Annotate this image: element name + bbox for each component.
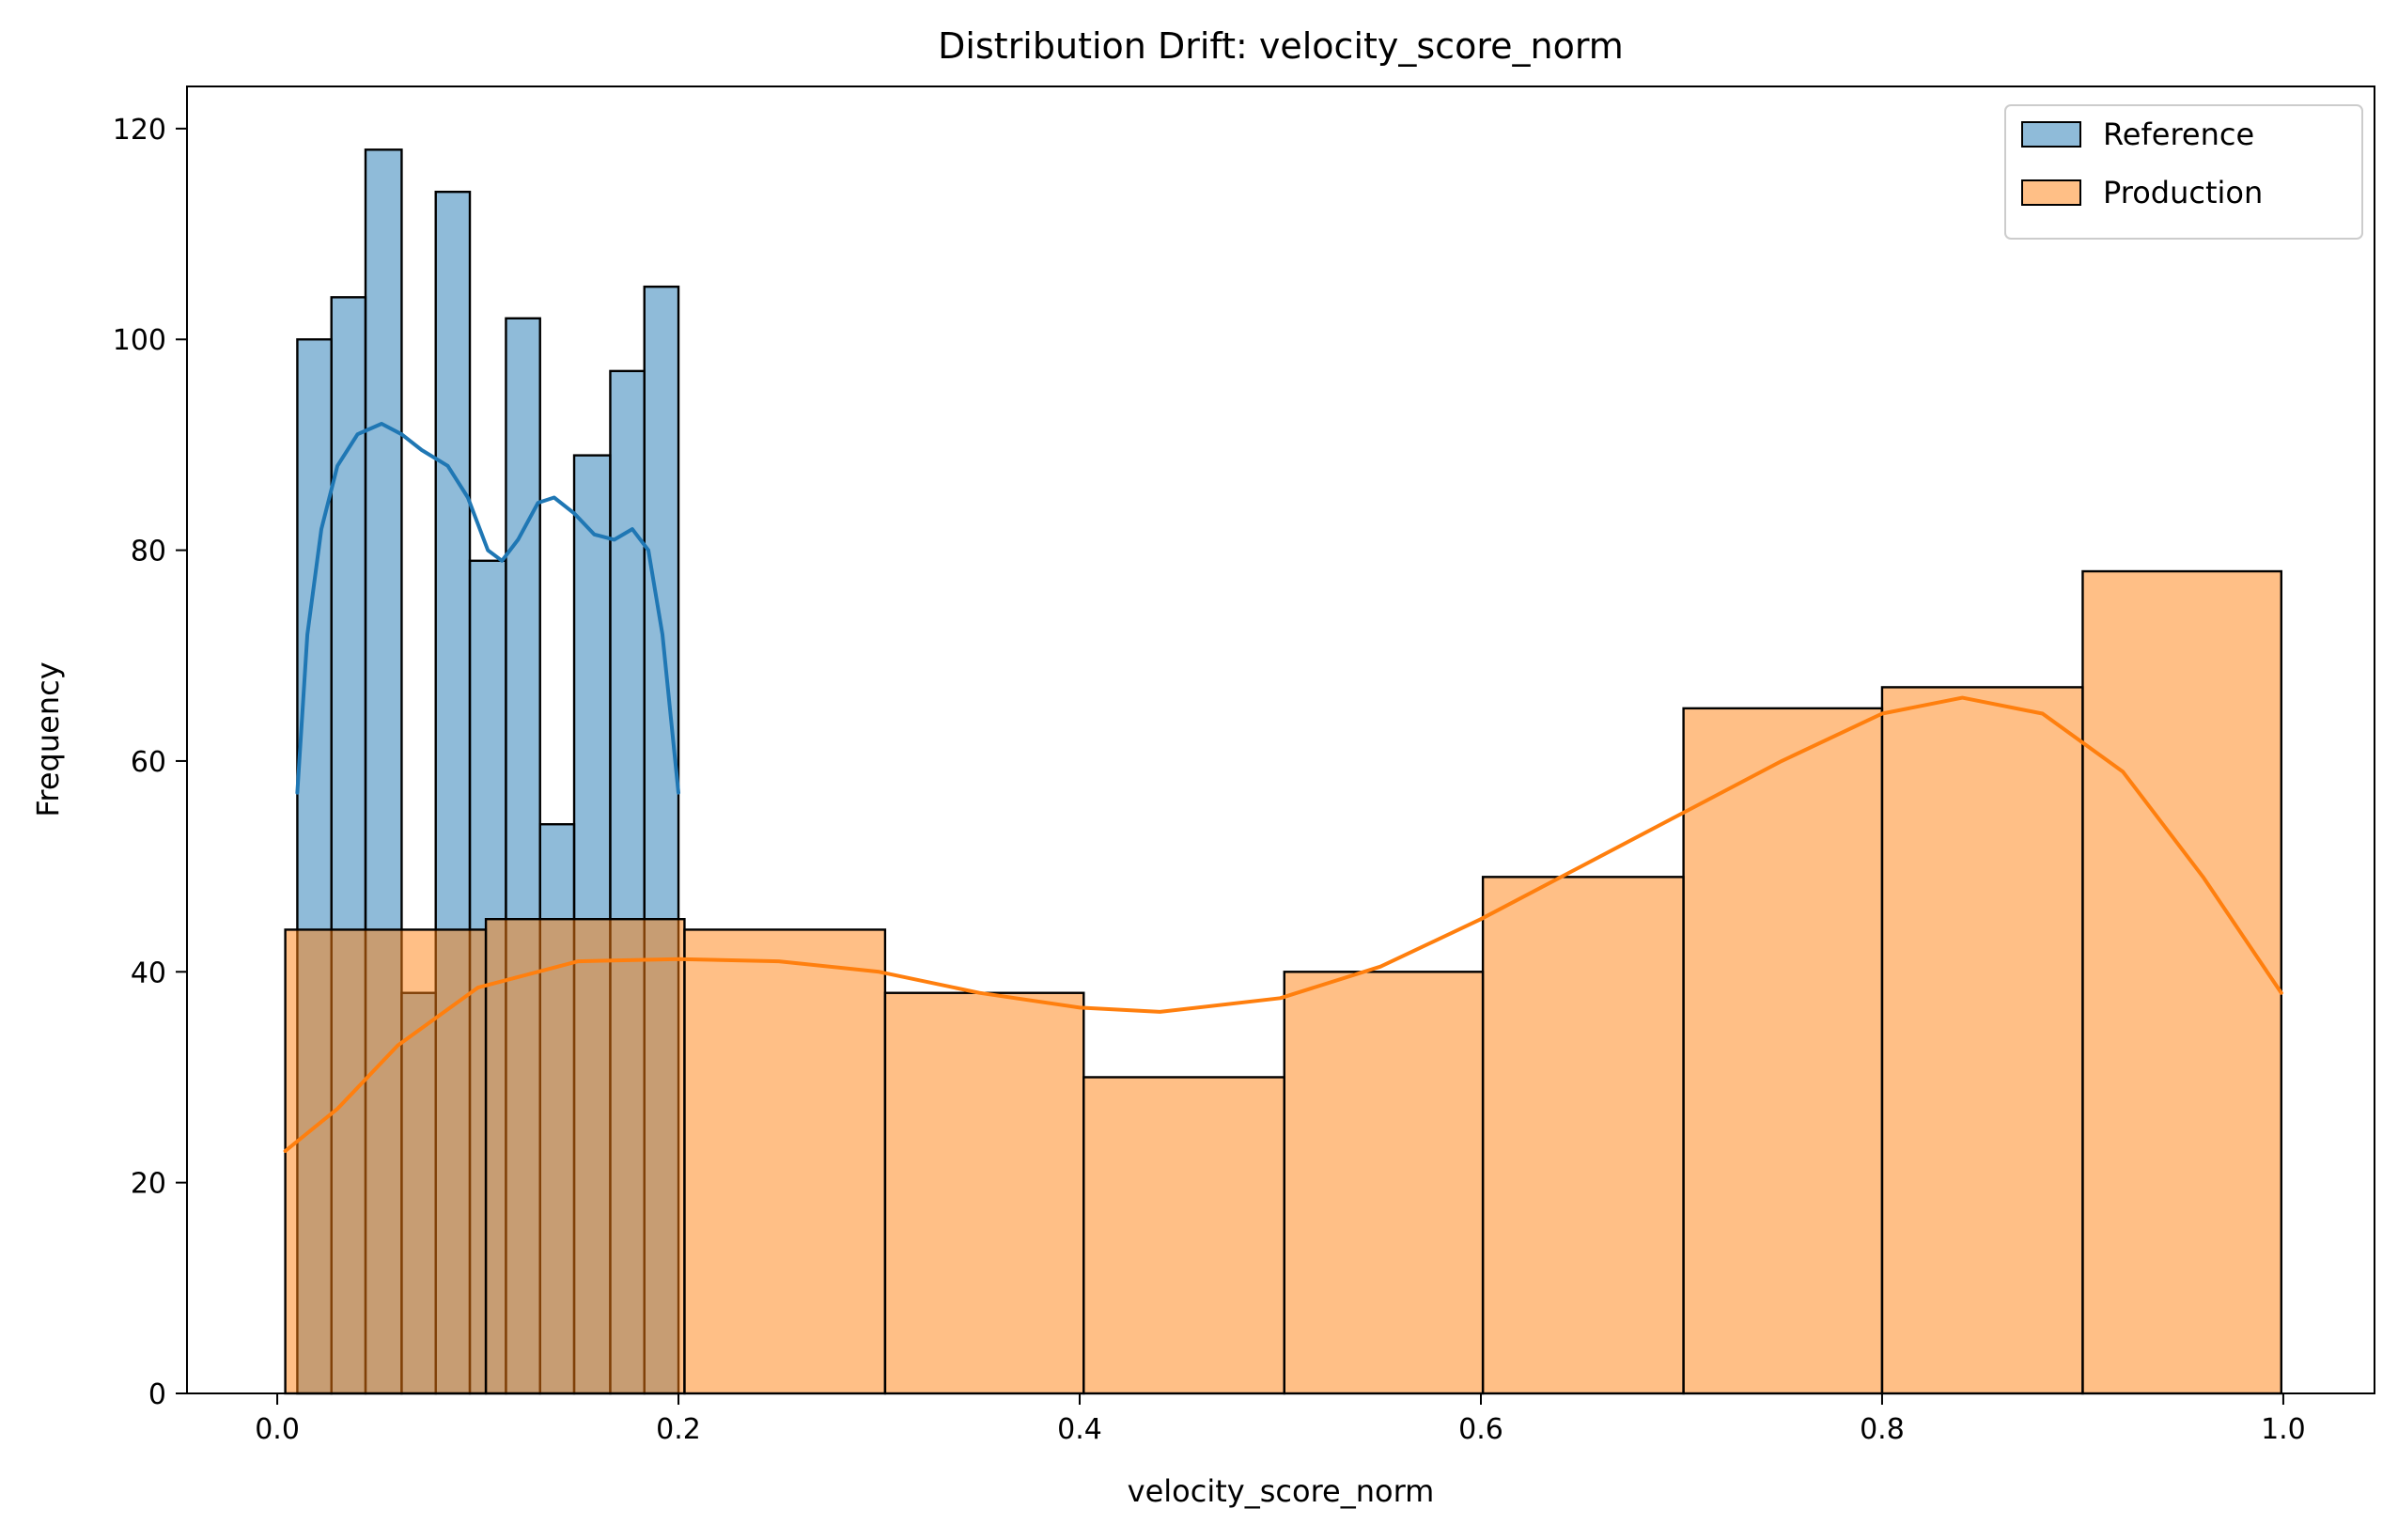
- x-tick-label: 1.0: [2261, 1413, 2306, 1446]
- y-axis-label: Frequency: [30, 661, 66, 817]
- production-bar-6: [1481, 876, 1685, 1395]
- production-bar-5: [1283, 971, 1485, 1395]
- production-bar-7: [1682, 707, 1884, 1395]
- y-tick-label: 60: [131, 746, 166, 779]
- x-tick-label: 0.6: [1458, 1413, 1503, 1446]
- chart-title: Distribution Drift: velocity_score_norm: [938, 25, 1624, 67]
- x-tick-label: 0.8: [1860, 1413, 1905, 1446]
- y-axis: 0 20 40 60 80 100 120: [113, 114, 187, 1411]
- y-tick-label: 40: [131, 957, 166, 989]
- legend: Reference Production: [2004, 104, 2363, 240]
- legend-swatch-reference: [2021, 121, 2081, 148]
- production-kde-line: [283, 695, 2283, 1153]
- legend-label-reference: Reference: [2103, 117, 2254, 152]
- x-axis-label: velocity_score_norm: [1128, 1473, 1435, 1509]
- y-tick-label: 20: [131, 1168, 166, 1201]
- y-tick-label: 80: [131, 536, 166, 568]
- x-tick-label: 0.2: [656, 1413, 701, 1446]
- production-bar-4: [1082, 1076, 1285, 1395]
- y-tick-label: 120: [113, 114, 166, 147]
- x-tick-label: 0.4: [1057, 1413, 1102, 1446]
- production-bar-1: [484, 918, 686, 1395]
- production-bar-2: [683, 928, 887, 1395]
- legend-swatch-production: [2021, 179, 2081, 206]
- production-bar-3: [883, 991, 1085, 1395]
- y-tick-label: 0: [148, 1378, 166, 1411]
- y-tick-label: 100: [113, 324, 166, 357]
- production-bar-8: [1880, 686, 2084, 1395]
- x-tick-label: 0.0: [255, 1413, 300, 1446]
- legend-box: [2004, 104, 2363, 240]
- plot-frame: [186, 86, 2375, 1394]
- reference-kde-line: [295, 422, 680, 795]
- production-bar-9: [2081, 569, 2282, 1395]
- x-axis: 0.0 0.2 0.4 0.6 0.8 1.0: [255, 1393, 2306, 1446]
- kde-layer: [283, 422, 2283, 1153]
- legend-label-production: Production: [2103, 175, 2263, 210]
- production-bar-0: [284, 928, 488, 1395]
